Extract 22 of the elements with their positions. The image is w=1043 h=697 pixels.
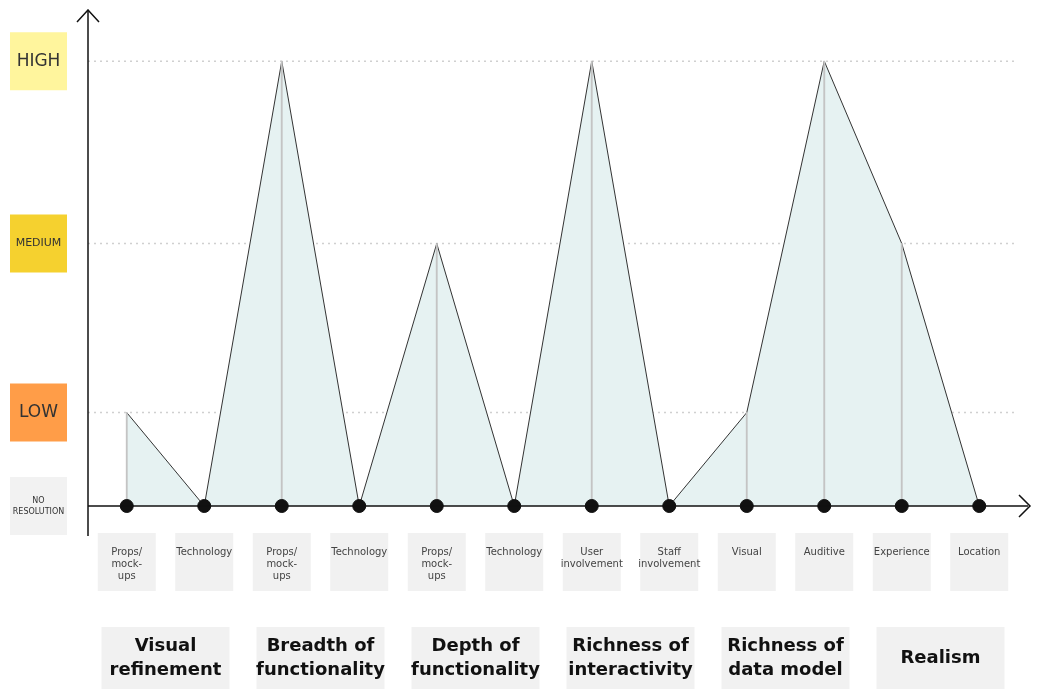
ref-line-label: NO RESOLUTION — [12, 495, 65, 516]
x-tick-label: Props/mock-ups — [266, 545, 298, 581]
x-tick-label: Staff involvement — [638, 545, 701, 569]
text: Richness of data model — [727, 633, 844, 679]
x-tick-label: Technology — [175, 545, 233, 557]
text: Depth of functionality — [411, 633, 541, 679]
x-tick-label: Props/mock-ups — [421, 545, 453, 581]
x-tick-label: Auditive — [803, 545, 845, 557]
x-tick-label: Props/mock-ups — [111, 545, 143, 581]
text: Visual refinement — [109, 633, 222, 679]
x-tick-label: Technology — [330, 545, 388, 557]
x-tick-label: Location — [958, 545, 1001, 557]
ref-line-label: MEDIUM — [15, 236, 62, 250]
x-tick-label: Experience — [873, 545, 930, 557]
x-tick-label: Technology — [485, 545, 543, 557]
ref-line-label: LOW — [18, 401, 59, 421]
ref-line-label: HIGH — [16, 49, 61, 70]
text: Realism — [900, 645, 981, 667]
text: Breadth of functionality — [256, 633, 386, 679]
text: Richness of interactivity — [568, 633, 694, 679]
x-tick-label: User involvement — [560, 545, 623, 569]
x-tick-label: Visual — [731, 545, 762, 557]
